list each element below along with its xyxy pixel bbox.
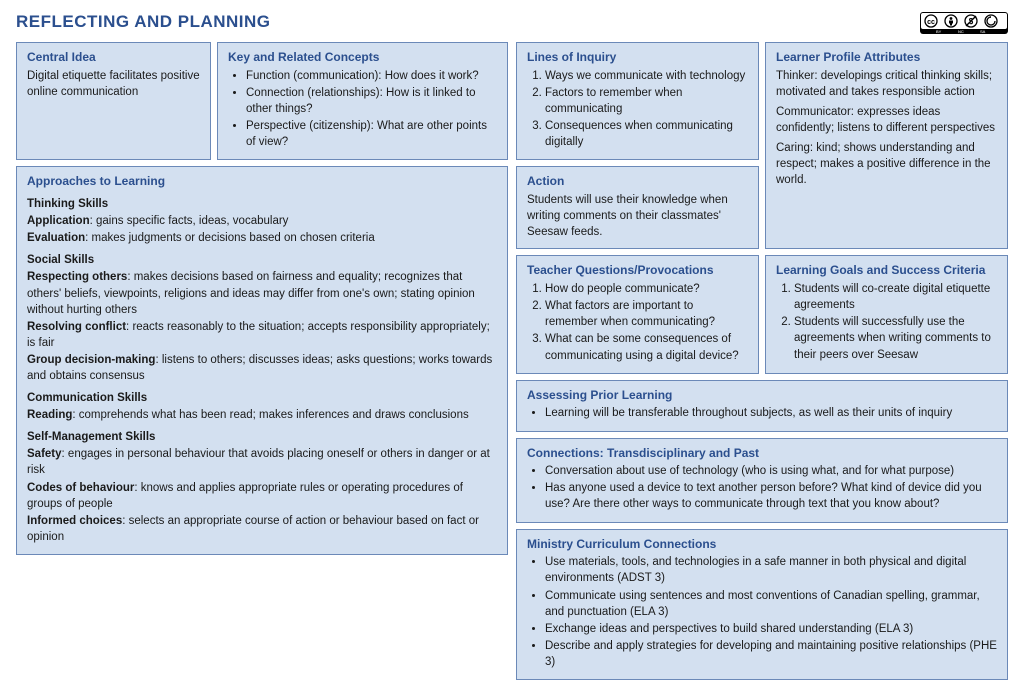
list-item: Connection (relationships): How is it li… — [246, 85, 497, 117]
list-item: Factors to remember when communicating — [545, 85, 748, 117]
card-title: Central Idea — [27, 49, 200, 66]
group-heading: Self-Management Skills — [27, 429, 497, 445]
svg-text:BY: BY — [936, 29, 942, 34]
list-item: Function (communication): How does it wo… — [246, 68, 497, 84]
list-item: Describe and apply strategies for develo… — [545, 638, 997, 670]
right-column: Lines of Inquiry Ways we communicate wit… — [516, 42, 1008, 680]
connections-card: Connections: Transdisciplinary and Past … — [516, 438, 1008, 523]
inquiry-list: Ways we communicate with technology Fact… — [527, 68, 748, 150]
list-item: Consequences when communicating digitall… — [545, 118, 748, 150]
left-column: Central Idea Digital etiquette facilitat… — [16, 42, 508, 680]
questions-list: How do people communicate? What factors … — [527, 281, 748, 363]
key-concepts-list: Function (communication): How does it wo… — [228, 68, 497, 150]
key-concepts-card: Key and Related Concepts Function (commu… — [217, 42, 508, 160]
assessing-list: Learning will be transferable throughout… — [527, 405, 997, 421]
svg-text:NC: NC — [958, 29, 964, 34]
right-row-1: Lines of Inquiry Ways we communicate wit… — [516, 42, 1008, 249]
list-item: Communicate using sentences and most con… — [545, 588, 997, 620]
card-body: Students will use their knowledge when w… — [527, 192, 748, 240]
left-top-row: Central Idea Digital etiquette facilitat… — [16, 42, 508, 160]
teacher-questions-card: Teacher Questions/Provocations How do pe… — [516, 255, 759, 373]
cc-license-badge: cc $ BY NC SA — [920, 12, 1008, 34]
list-item: Perspective (citizenship): What are othe… — [246, 118, 497, 150]
page-title: REFLECTING AND PLANNING — [16, 12, 271, 32]
para: Caring: kind; shows understanding and re… — [776, 140, 997, 188]
list-item: Has anyone used a device to text another… — [545, 480, 997, 512]
card-title: Approaches to Learning — [27, 173, 497, 190]
def-line: Reading: comprehends what has been read;… — [27, 407, 497, 423]
list-item: Learning will be transferable throughout… — [545, 405, 997, 421]
list-item: Students will co-create digital etiquett… — [794, 281, 997, 313]
list-item: Conversation about use of technology (wh… — [545, 463, 997, 479]
list-item: Exchange ideas and perspectives to build… — [545, 621, 997, 637]
list-item: What can be some consequences of communi… — [545, 331, 748, 363]
ministry-list: Use materials, tools, and technologies i… — [527, 554, 997, 670]
def-line: Application: gains specific facts, ideas… — [27, 213, 497, 229]
central-idea-card: Central Idea Digital etiquette facilitat… — [16, 42, 211, 160]
lines-of-inquiry-card: Lines of Inquiry Ways we communicate wit… — [516, 42, 759, 160]
card-body: Digital etiquette facilitates positive o… — [27, 68, 200, 100]
para: Thinker: developings critical thinking s… — [776, 68, 997, 100]
card-title: Teacher Questions/Provocations — [527, 262, 748, 279]
card-title: Learner Profile Attributes — [776, 49, 997, 66]
ministry-card: Ministry Curriculum Connections Use mate… — [516, 529, 1008, 680]
def-line: Safety: engages in personal behaviour th… — [27, 446, 497, 478]
def-line: Codes of behaviour: knows and applies ap… — [27, 480, 497, 512]
learner-profile-card: Learner Profile Attributes Thinker: deve… — [765, 42, 1008, 249]
card-title: Assessing Prior Learning — [527, 387, 997, 404]
group-heading: Social Skills — [27, 252, 497, 268]
card-title: Learning Goals and Success Criteria — [776, 262, 997, 279]
para: Communicator: expresses ideas confidentl… — [776, 104, 997, 136]
svg-text:SA: SA — [980, 29, 986, 34]
page-header: REFLECTING AND PLANNING cc $ BY NC SA — [16, 12, 1008, 34]
list-item: Use materials, tools, and technologies i… — [545, 554, 997, 586]
group-heading: Communication Skills — [27, 390, 497, 406]
def-line: Informed choices: selects an appropriate… — [27, 513, 497, 545]
group-heading: Thinking Skills — [27, 196, 497, 212]
def-line: Group decision-making: listens to others… — [27, 352, 497, 384]
list-item: What factors are important to remember w… — [545, 298, 748, 330]
def-line: Resolving conflict: reacts reasonably to… — [27, 319, 497, 351]
def-line: Respecting others: makes decisions based… — [27, 269, 497, 317]
list-item: How do people communicate? — [545, 281, 748, 297]
learning-goals-card: Learning Goals and Success Criteria Stud… — [765, 255, 1008, 373]
svg-text:cc: cc — [927, 19, 935, 26]
list-item: Ways we communicate with technology — [545, 68, 748, 84]
card-title: Ministry Curriculum Connections — [527, 536, 997, 553]
card-title: Connections: Transdisciplinary and Past — [527, 445, 997, 462]
list-item: Students will successfully use the agree… — [794, 314, 997, 362]
def-line: Evaluation: makes judgments or decisions… — [27, 230, 497, 246]
card-title: Action — [527, 173, 748, 190]
action-card: Action Students will use their knowledge… — [516, 166, 759, 249]
goals-list: Students will co-create digital etiquett… — [776, 281, 997, 362]
right-row-2: Teacher Questions/Provocations How do pe… — [516, 255, 1008, 373]
connections-list: Conversation about use of technology (wh… — [527, 463, 997, 512]
card-title: Key and Related Concepts — [228, 49, 497, 66]
assessing-card: Assessing Prior Learning Learning will b… — [516, 380, 1008, 432]
approaches-card: Approaches to Learning Thinking Skills A… — [16, 166, 508, 555]
card-title: Lines of Inquiry — [527, 49, 748, 66]
planning-grid: Central Idea Digital etiquette facilitat… — [16, 42, 1008, 680]
